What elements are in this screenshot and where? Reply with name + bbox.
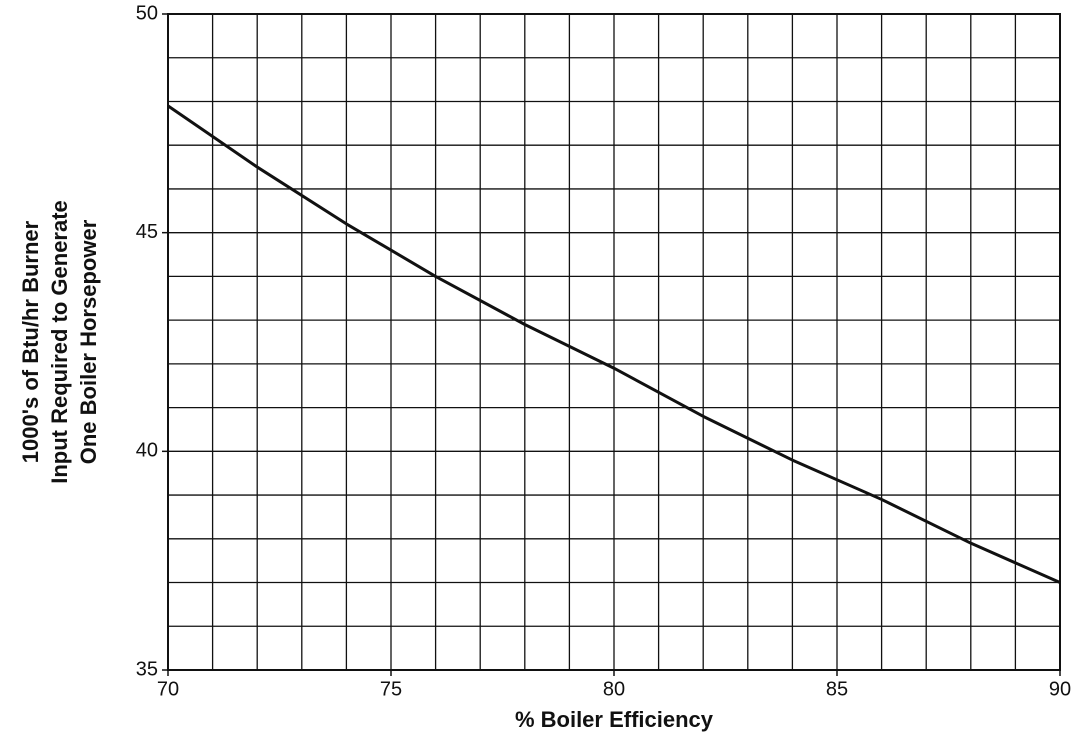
y-axis-label-line: 1000's of Btu/hr Burner [18, 220, 43, 463]
x-tick-label: 80 [603, 678, 625, 700]
y-axis-label: 1000's of Btu/hr Burner Input Required t… [18, 200, 101, 484]
x-tick-label: 70 [157, 678, 179, 700]
x-tick-label: 90 [1049, 678, 1071, 700]
x-tick-label: 75 [380, 678, 402, 700]
y-tick-label: 35 [136, 658, 158, 680]
x-axis-label: % Boiler Efficiency [515, 707, 714, 732]
y-tick-label: 40 [136, 440, 158, 462]
y-tick-label: 50 [136, 2, 158, 24]
y-axis-label-line: Input Required to Generate [47, 200, 72, 484]
y-axis-label-line: One Boiler Horsepower [76, 219, 101, 464]
y-tick-label: 45 [136, 221, 158, 243]
data-line [167, 104, 1061, 584]
x-tick-label: 85 [826, 678, 848, 700]
